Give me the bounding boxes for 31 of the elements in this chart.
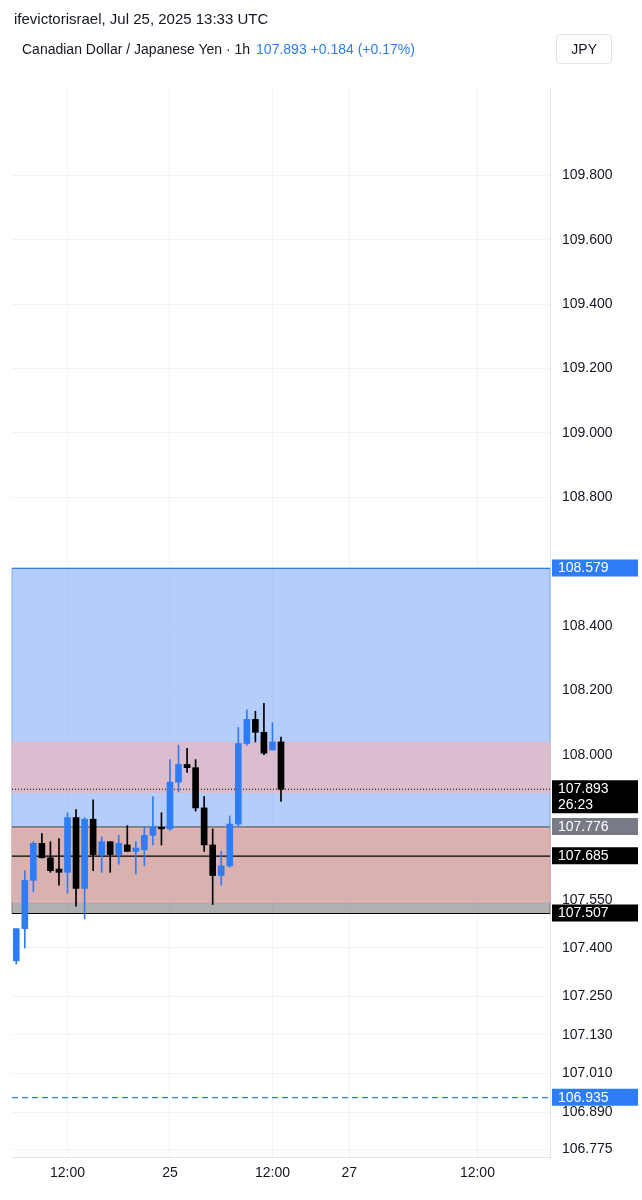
y-tick-label: 108.800 bbox=[562, 488, 613, 505]
ref-line-label: 107.685 bbox=[558, 847, 609, 864]
y-tick-label: 109.400 bbox=[562, 294, 613, 311]
ref-line-label: 107.507 bbox=[558, 904, 609, 921]
ref-line-label: 106.935 bbox=[558, 1088, 609, 1105]
chart-title: Canadian Dollar / Japanese Yen · 1h bbox=[22, 41, 251, 57]
y-tick-label: 107.250 bbox=[562, 987, 613, 1004]
x-tick-label: 25 bbox=[162, 1164, 178, 1181]
y-tick-label: 108.200 bbox=[562, 681, 613, 698]
y-tick-label: 109.800 bbox=[562, 166, 613, 183]
y-tick-label: 108.000 bbox=[562, 745, 613, 762]
y-tick-label: 109.000 bbox=[562, 423, 613, 440]
y-tick-label: 107.010 bbox=[562, 1064, 613, 1081]
x-tick-label: 12:00 bbox=[49, 1164, 86, 1181]
ref-line-label: 108.579 bbox=[558, 559, 609, 576]
y-tick-label: 109.600 bbox=[562, 230, 613, 247]
ref-line-label: 107.893 26:23 bbox=[558, 780, 609, 813]
chart-subtitle: 107.893 +0.184 (+0.17%) bbox=[256, 41, 415, 57]
y-tick-label: 109.200 bbox=[562, 359, 613, 376]
y-tick-label: 107.550 bbox=[562, 890, 613, 907]
y-tick-label: 107.400 bbox=[562, 938, 613, 955]
ref-line-label: 107.776 bbox=[558, 817, 609, 834]
y-tick-label: 106.775 bbox=[562, 1140, 613, 1157]
x-tick-label: 27 bbox=[341, 1164, 358, 1181]
x-tick-label: 12:00 bbox=[459, 1164, 496, 1181]
y-tick-label: 107.130 bbox=[562, 1025, 613, 1042]
y-tick-label: 108.400 bbox=[562, 616, 613, 633]
text: ifevictorisrael, Jul 25, 2025 13:33 UTC bbox=[13, 9, 270, 29]
x-tick-label: 12:00 bbox=[254, 1164, 291, 1181]
y-tick-label: 106.890 bbox=[562, 1102, 613, 1119]
y-axis-title: JPY bbox=[556, 34, 612, 64]
